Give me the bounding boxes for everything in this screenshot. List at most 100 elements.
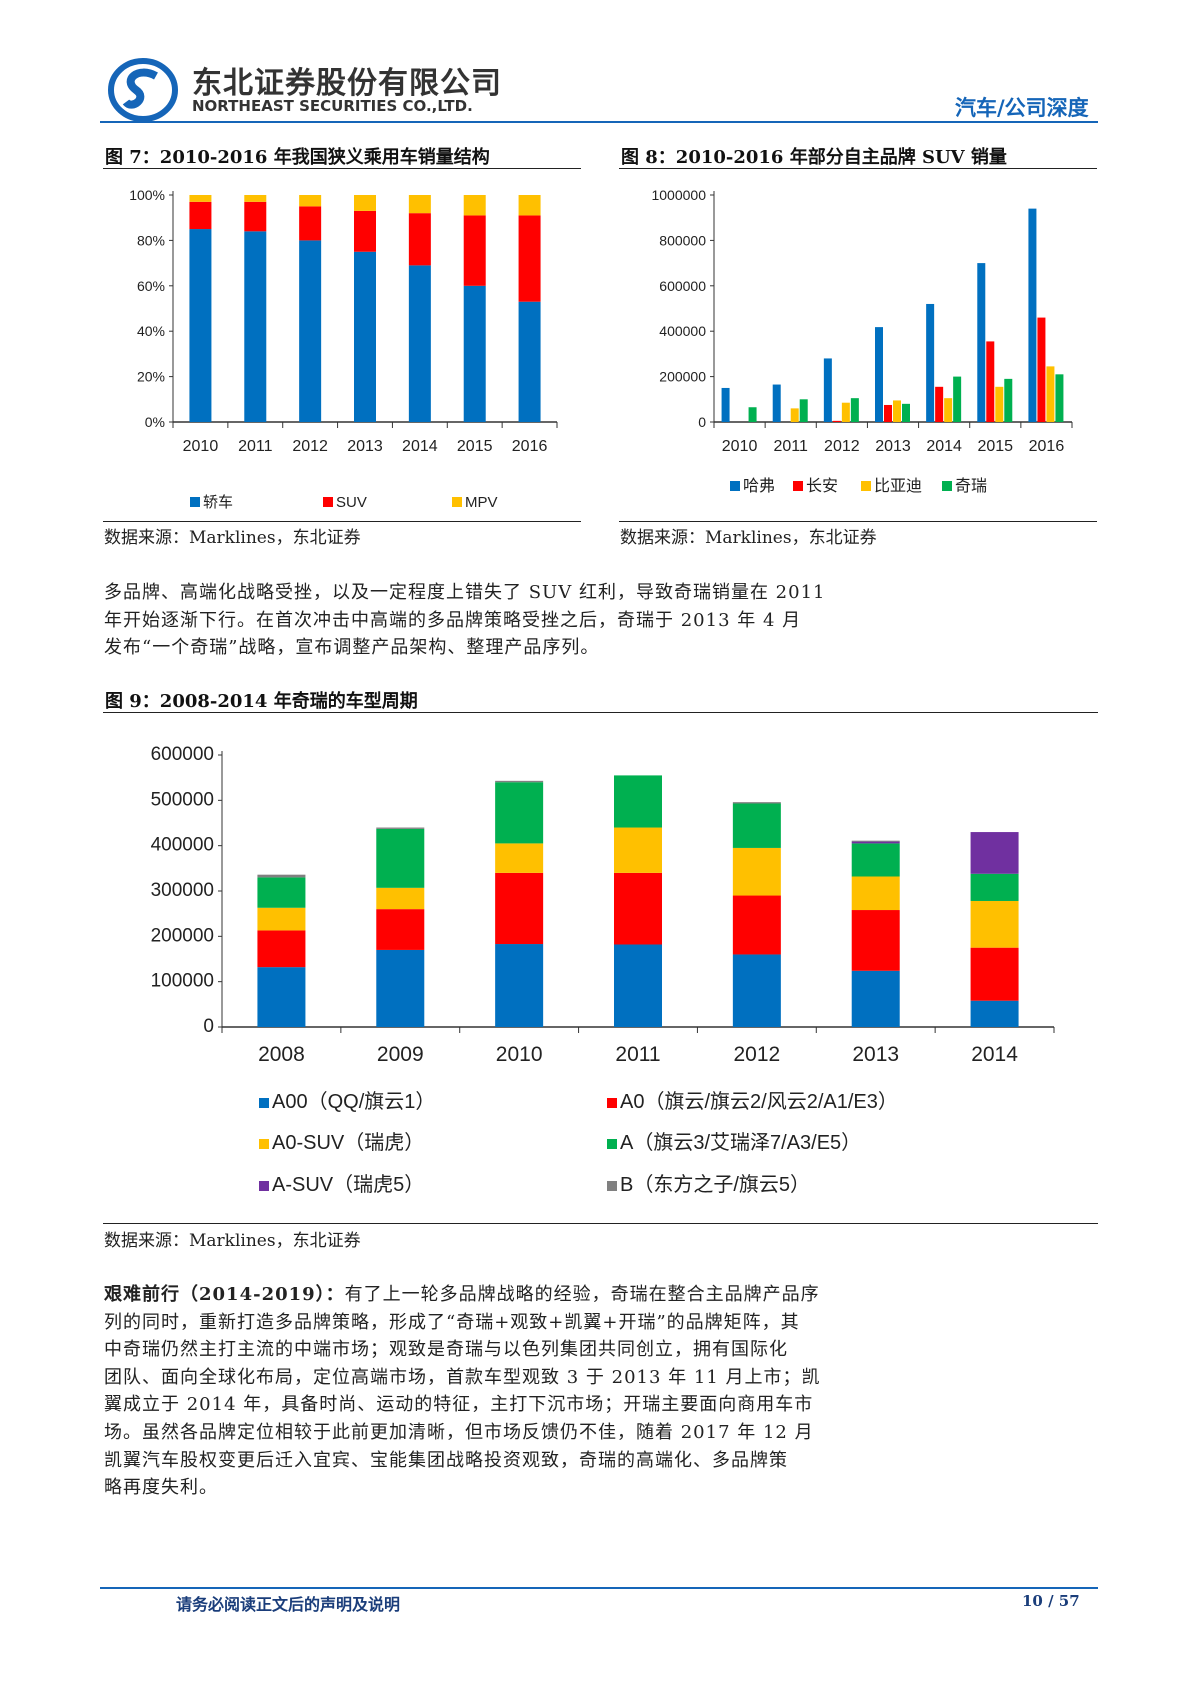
paragraph-line: 发布“一个奇瑞”战略，宣布调整产品架构、整理产品序列。 xyxy=(104,637,600,659)
paragraph-line: 年开始逐渐下行。在首次冲击中高端的多品牌策略受挫之后，奇瑞于 2013 年 4 … xyxy=(104,609,802,631)
legend-swatch xyxy=(793,481,803,491)
figure-8-title: 图 8：2010-2016 年部分自主品牌 SUV 销量 xyxy=(621,147,1007,168)
bar-segment xyxy=(495,944,544,1027)
legend-swatch xyxy=(942,481,952,491)
paragraph-line: 多品牌、高端化战略受挫，以及一定程度上错失了 SUV 红利，导致奇瑞销量在 20… xyxy=(104,582,826,603)
company-name-en: NORTHEAST SECURITIES CO.,LTD. xyxy=(192,97,473,115)
bar-segment xyxy=(257,877,306,908)
bar-segment xyxy=(614,827,662,873)
bar xyxy=(944,398,953,422)
bar-segment xyxy=(376,909,425,950)
bar-segment xyxy=(408,213,431,266)
bar-segment xyxy=(257,930,306,968)
bar-segment xyxy=(463,195,486,216)
bar xyxy=(893,400,901,422)
bar-segment xyxy=(495,780,544,783)
y-tick-label: 1000000 xyxy=(651,187,706,203)
bar xyxy=(875,327,883,422)
legend-swatch xyxy=(323,497,333,507)
bar xyxy=(748,407,757,422)
bar xyxy=(823,358,832,422)
x-tick-label: 2014 xyxy=(971,1043,1018,1066)
y-tick-label: 400000 xyxy=(659,323,706,339)
bar-segment xyxy=(970,947,1019,1001)
legend-label: MPV xyxy=(465,494,498,511)
legend-label: A-SUV（瑞虎5） xyxy=(272,1173,424,1196)
bar-segment xyxy=(189,195,212,202)
bar-segment xyxy=(299,206,322,241)
bar-segment xyxy=(732,954,781,1027)
bar xyxy=(721,387,730,422)
bar-segment xyxy=(518,215,541,302)
legend-label: A00（QQ/旗云1） xyxy=(272,1090,435,1113)
legend-label: 轿车 xyxy=(203,494,233,511)
bar-segment xyxy=(299,240,322,422)
y-tick-label: 500000 xyxy=(151,789,214,810)
bar-segment xyxy=(851,841,900,844)
figure-9-title-rule xyxy=(103,712,1098,713)
page-number: 10 / 57 xyxy=(1022,1592,1080,1610)
x-tick-label: 2008 xyxy=(258,1043,305,1066)
legend-swatch xyxy=(607,1139,617,1149)
bar-segment xyxy=(463,285,486,422)
bar xyxy=(841,402,850,422)
bar-segment xyxy=(851,840,900,842)
bar-segment xyxy=(970,900,1019,948)
bar xyxy=(953,376,962,422)
bar xyxy=(772,384,781,422)
paragraph-line: 艰难前行（2014-2019）：有了上一轮多品牌战略的经验，奇瑞在整合主品牌产品… xyxy=(104,1281,874,1309)
bar xyxy=(935,386,944,422)
bar xyxy=(790,408,799,422)
bar xyxy=(926,303,935,422)
header-divider xyxy=(100,121,1098,123)
x-tick-label: 2015 xyxy=(457,438,493,455)
figure-9-chart: 0 100000 200000 300000 400000 500000 600000 200… xyxy=(151,744,1055,1196)
bar-segment xyxy=(851,876,900,911)
legend-swatch xyxy=(259,1139,269,1149)
legend-label: 哈弗 xyxy=(743,477,775,495)
bar xyxy=(1028,208,1037,422)
y-tick-label: 100% xyxy=(129,187,165,203)
bar-segment xyxy=(376,949,425,1027)
y-tick-label: 600000 xyxy=(659,278,706,294)
bar-segment xyxy=(408,195,431,214)
bar-segment xyxy=(257,967,306,1027)
y-tick-label: 20% xyxy=(137,369,165,385)
x-tick-label: 2014 xyxy=(926,438,962,455)
legend-swatch xyxy=(190,497,200,507)
bar-segment xyxy=(970,873,1019,901)
figure-7-title-rule xyxy=(103,168,581,169)
legend-swatch xyxy=(730,481,740,491)
legend-label: B（东方之子/旗云5） xyxy=(620,1173,810,1196)
x-tick-label: 2010 xyxy=(183,438,219,455)
x-tick-label: 2015 xyxy=(977,438,1013,455)
logo xyxy=(108,58,178,122)
x-tick-label: 2013 xyxy=(347,438,383,455)
x-tick-label: 2013 xyxy=(875,438,911,455)
legend-label: SUV xyxy=(336,494,367,511)
paragraph-line: 列的同时，重新打造多品牌策略，形成了“奇瑞+观致+凯翼+开瑞”的品牌矩阵，其 xyxy=(104,1311,800,1333)
bar-segment xyxy=(354,251,376,422)
y-tick-label: 0% xyxy=(145,414,165,430)
bar xyxy=(1055,374,1064,422)
bar-segment xyxy=(732,802,781,804)
figure-8-source-rule xyxy=(619,521,1097,522)
y-tick-label: 200000 xyxy=(151,925,214,946)
figure-8-title-rule xyxy=(619,168,1097,169)
y-tick-label: 80% xyxy=(137,232,165,248)
body-paragraph-1: 多品牌、高端化战略受挫，以及一定程度上错失了 SUV 红利，导致奇瑞销量在 20… xyxy=(104,579,874,662)
y-tick-label: 60% xyxy=(137,278,165,294)
x-tick-label: 2010 xyxy=(722,438,758,455)
legend-label: 长安 xyxy=(806,477,838,495)
y-tick-label: 0 xyxy=(203,1016,214,1037)
paragraph-line: 场。虽然各品牌定位相较于此前更加清晰，但市场反馈仍不佳，随着 2017 年 12… xyxy=(104,1421,814,1443)
paragraph-text: 有了上一轮多品牌战略的经验，奇瑞在整合主品牌产品序 xyxy=(344,1284,820,1305)
paragraph-line: 中奇瑞仍然主打主流的中端市场；观致是奇瑞与以色列集团共同创立，拥有国际化 xyxy=(104,1339,788,1361)
y-tick-label: 800000 xyxy=(659,232,706,248)
figure-8-source: 数据来源：Marklines，东北证券 xyxy=(620,528,877,548)
bar xyxy=(1046,366,1055,422)
legend-swatch xyxy=(452,497,462,507)
y-tick-label: 100000 xyxy=(151,971,214,992)
figure-9-source-rule xyxy=(103,1223,1098,1224)
bar-segment xyxy=(376,827,425,829)
